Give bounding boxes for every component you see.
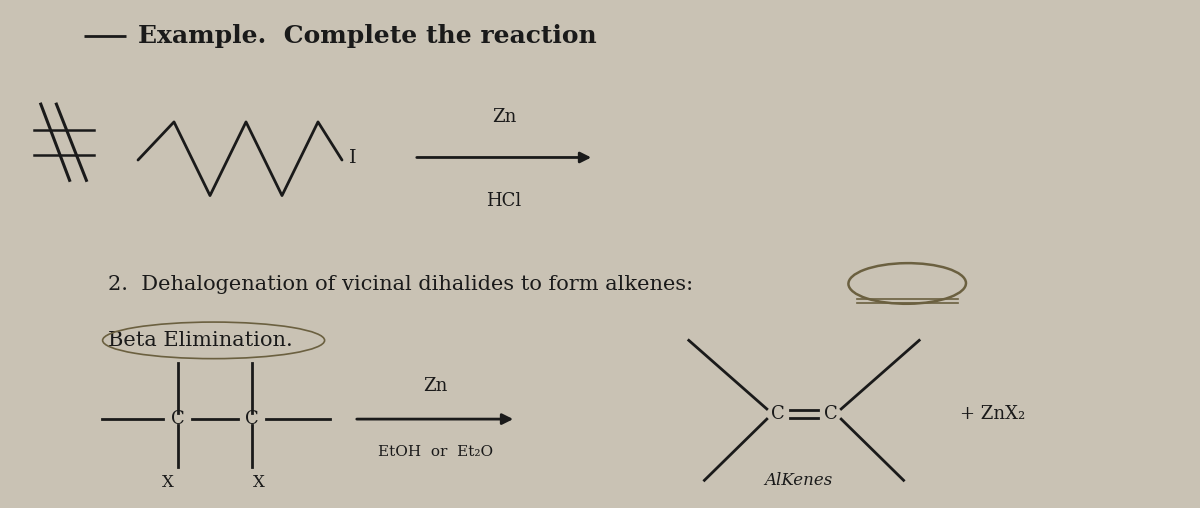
Text: I: I xyxy=(349,149,356,167)
Text: Example.  Complete the reaction: Example. Complete the reaction xyxy=(138,23,596,48)
Text: C: C xyxy=(823,405,838,423)
Text: C: C xyxy=(170,410,185,428)
Text: HCl: HCl xyxy=(486,192,522,210)
Text: C: C xyxy=(770,405,785,423)
Text: Zn: Zn xyxy=(492,108,516,126)
Text: C: C xyxy=(245,410,259,428)
Text: X: X xyxy=(162,474,174,491)
Text: X: X xyxy=(253,474,265,491)
Text: AlKenes: AlKenes xyxy=(764,471,832,489)
Text: + ZnX₂: + ZnX₂ xyxy=(960,405,1025,423)
Text: Zn: Zn xyxy=(424,377,448,395)
Text: Beta Elimination.: Beta Elimination. xyxy=(108,331,293,350)
Text: 2.  Dehalogenation of vicinal dihalides to form alkenes:: 2. Dehalogenation of vicinal dihalides t… xyxy=(108,275,694,294)
Text: EtOH  or  Et₂O: EtOH or Et₂O xyxy=(378,445,493,459)
